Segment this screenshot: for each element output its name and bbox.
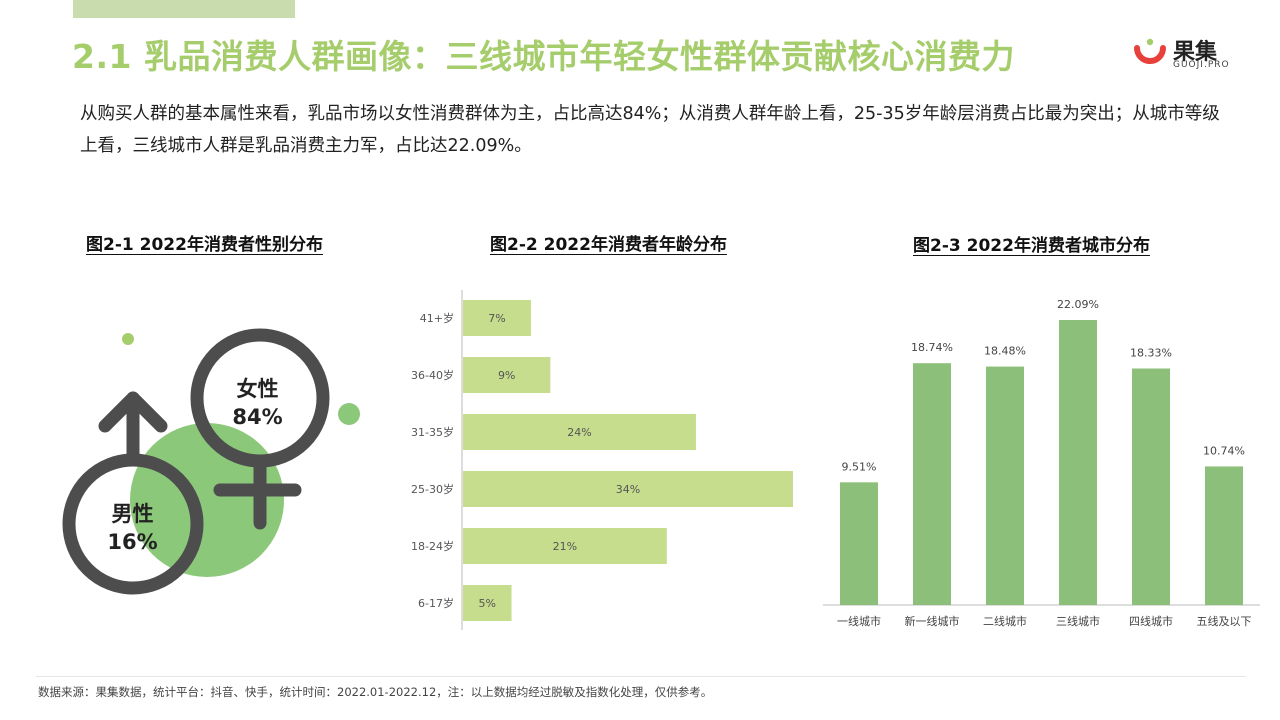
city-data-label: 10.74% [1203,444,1245,457]
age-tick-label: 25-30岁 [411,482,454,496]
age-data-label: 7% [488,312,505,325]
female-category: 女性 [236,377,279,401]
gender-chart [62,328,360,595]
city-bar [986,366,1024,605]
city-data-label: 22.09% [1057,298,1099,311]
age-bar [463,585,512,621]
city-tick-label: 三线城市 [1056,614,1100,628]
city-chart: 9.51% 一线城市 18.74% 新一线城市 18.48% 二线城市 22.09% 三线城市… [823,298,1260,628]
age-data-label: 5% [479,597,496,610]
age-bar [463,357,551,393]
header-accent-bar [73,0,295,18]
city-chart-title: 图2-3 2022年消费者城市分布 [913,236,1150,256]
age-bar [463,528,667,564]
page-title: 2.1 乳品消费人群画像：三线城市年轻女性群体贡献核心消费力 [72,37,1015,76]
city-tick-label: 一线城市 [837,614,881,628]
male-value: 16% [107,530,158,554]
male-label: 男性 16% [95,500,170,556]
city-bar [1059,320,1097,605]
logo-subtext: GUOJI.PRO [1173,60,1230,70]
city-tick-label: 五线及以下 [1197,614,1252,628]
city-data-label: 18.33% [1130,347,1172,360]
city-bar [913,363,951,605]
city-tick-label: 四线城市 [1129,614,1173,628]
age-tick-label: 41+岁 [420,311,454,325]
city-data-label: 18.48% [984,345,1026,358]
footer-source: 数据来源：果集数据，统计平台：抖音、快手，统计时间：2022.01-2022.1… [38,685,713,699]
female-label: 女性 84% [220,375,295,431]
age-chart: 41+岁 7% 36-40岁 9% 31-35岁 24% 25-30岁 34% 18-24岁 21… [411,290,793,630]
age-bar [463,471,793,507]
city-bar [1205,466,1243,605]
age-data-label: 21% [553,540,577,553]
age-tick-label: 18-24岁 [411,539,454,553]
age-data-label: 34% [616,483,640,496]
age-data-label: 24% [567,426,591,439]
logo-text: 果集 [1173,40,1218,65]
city-data-label: 18.74% [911,341,953,354]
age-tick-label: 6-17岁 [418,596,454,610]
female-symbol-icon [190,328,330,530]
female-value: 84% [232,405,283,429]
city-data-label: 9.51% [842,460,877,473]
city-tick-label: 二线城市 [983,614,1027,628]
footer-divider [36,676,1246,677]
age-chart-title: 图2-2 2022年消费者年龄分布 [490,235,727,255]
brand-logo: 果集 GUOJI.PRO [1133,34,1263,74]
logo-icon [1134,38,1166,64]
age-bar [463,300,531,336]
city-bar [1132,368,1170,605]
gender-deco-dot-small [122,333,134,345]
gender-chart-title: 图2-1 2022年消费者性别分布 [86,235,323,255]
age-tick-label: 31-35岁 [411,425,454,439]
age-data-label: 9% [498,369,515,382]
gender-deco-dot-large [338,403,360,425]
description-text: 从购买人群的基本属性来看，乳品市场以女性消费群体为主，占比高达84%；从消费人群… [80,104,1220,156]
city-bar [840,482,878,605]
city-tick-label: 新一线城市 [905,614,960,628]
male-symbol-icon [62,391,204,595]
male-category: 男性 [111,502,154,526]
age-bar [463,414,696,450]
age-tick-label: 36-40岁 [411,368,454,382]
